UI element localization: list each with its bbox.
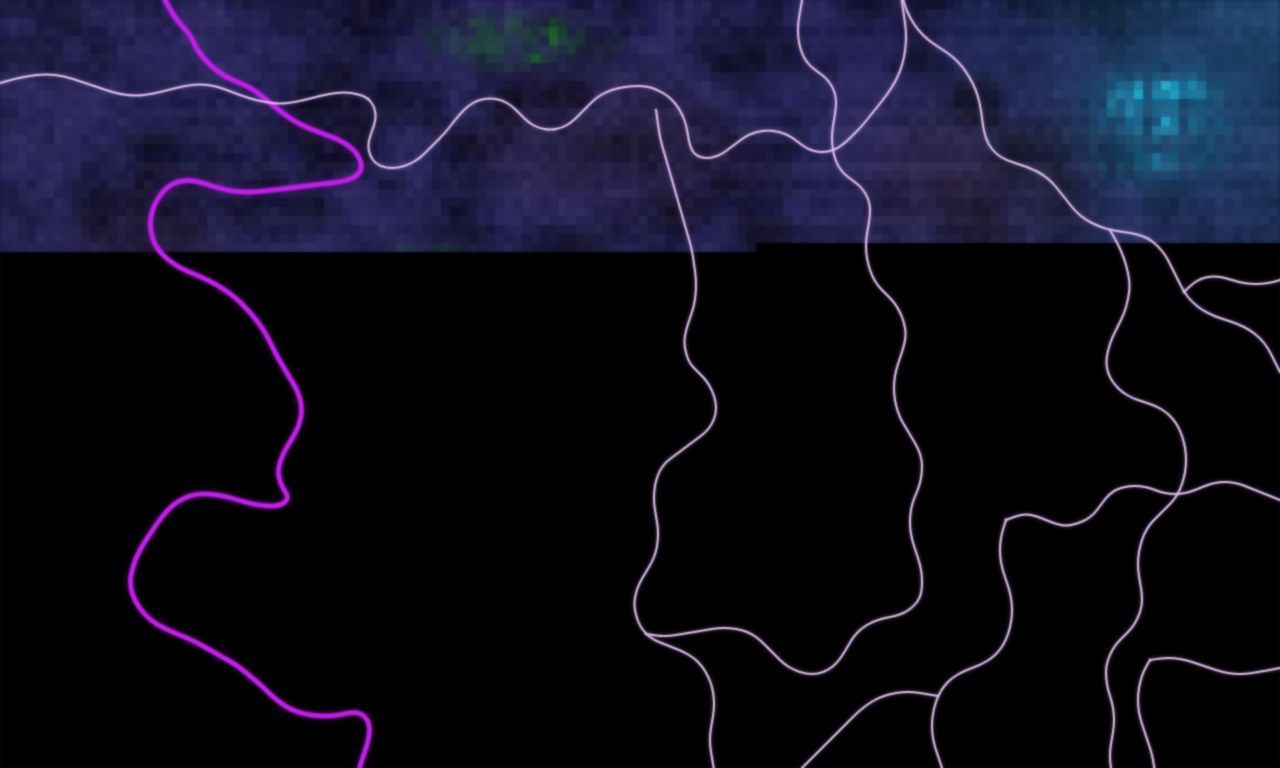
map-interaction-overlay[interactable]: [0, 0, 1280, 768]
satellite-map-viewport[interactable]: [0, 0, 1280, 768]
